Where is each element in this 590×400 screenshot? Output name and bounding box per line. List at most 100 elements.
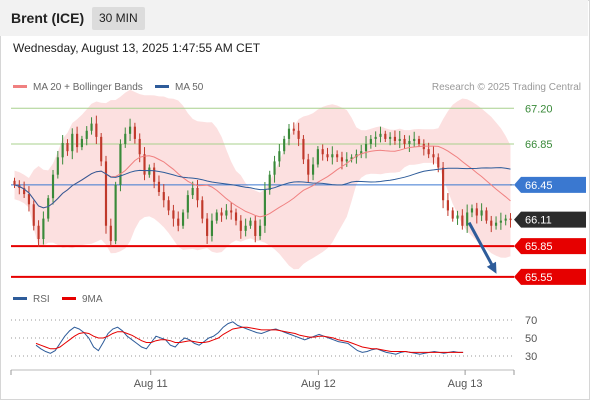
level-label-66-85: 66.85 — [525, 139, 553, 151]
level-tag-label-65-55: 65.55 — [525, 272, 553, 284]
candle-body-95 — [470, 208, 474, 213]
candle-body-3 — [27, 194, 31, 205]
candle-body-50 — [254, 220, 257, 236]
candle-body-55 — [278, 151, 281, 162]
level-tag-label-66-45: 66.45 — [525, 180, 553, 192]
candle-body-45 — [230, 210, 233, 213]
candle-body-91 — [451, 210, 454, 219]
candle-body-74 — [369, 138, 372, 145]
candle-body-43 — [220, 212, 223, 216]
candle-body-35 — [181, 212, 185, 226]
projection-arrow-head — [486, 261, 497, 274]
projection-arrow-shaft — [467, 221, 495, 269]
instrument-title: Brent (ICE) — [11, 10, 85, 26]
candle-body-2 — [23, 187, 26, 195]
candle-body-39 — [201, 200, 204, 219]
candle-body-9 — [56, 157, 59, 175]
level-tag-66-11 — [514, 211, 586, 228]
candle-body-15 — [85, 130, 88, 139]
level-tag-label-66-11: 66.11 — [525, 215, 552, 227]
candle-body-0 — [13, 180, 16, 185]
candle-body-16 — [90, 123, 93, 131]
candle-body-60 — [302, 138, 305, 160]
candle-body-5 — [37, 225, 40, 240]
candle-body-19 — [104, 161, 108, 226]
candle-body-64 — [321, 149, 324, 155]
candle-body-47 — [239, 220, 242, 231]
price-tags-layer: 67.20 66.85 66.45 66.11 65.85 65.55 — [514, 103, 586, 285]
candle-body-62 — [311, 164, 315, 175]
candle-body-69 — [345, 159, 348, 162]
credit-text: Research © 2025 Trading Central — [432, 82, 581, 93]
candle-body-99 — [490, 220, 493, 226]
candle-body-96 — [475, 208, 478, 216]
candle-body-103 — [509, 218, 512, 220]
timeframe-button[interactable]: 30 MIN — [92, 7, 145, 30]
candle-body-87 — [432, 154, 435, 158]
candle-body-41 — [210, 220, 214, 236]
candle-body-83 — [413, 138, 416, 141]
ma20-legend-label: MA 20 + Bollinger Bands — [33, 82, 143, 93]
candle-body-58 — [292, 128, 295, 131]
candle-body-98 — [485, 210, 488, 221]
ma9-legend-label: 9MA — [82, 294, 103, 305]
rsi-legend-label: RSI — [33, 294, 50, 305]
level-lines-layer — [11, 107, 514, 278]
candle-body-89 — [442, 167, 445, 201]
candle-body-32 — [167, 200, 170, 211]
candle-body-29 — [153, 167, 156, 182]
candle-body-31 — [162, 192, 165, 201]
candle-body-54 — [273, 161, 276, 175]
candle-body-53 — [268, 174, 271, 190]
candle-body-23 — [124, 133, 127, 145]
candle-body-78 — [389, 136, 392, 139]
rsi-panel: 70 50 30 — [11, 315, 537, 363]
ma50-line — [14, 167, 511, 209]
candle-body-51 — [259, 225, 262, 236]
candle-body-44 — [225, 210, 228, 216]
timestamp: Wednesday, August 13, 2025 1:47:55 AM CE… — [13, 41, 261, 55]
candle-body-20 — [109, 225, 112, 242]
candle-body-14 — [80, 138, 83, 148]
candle-body-92 — [456, 215, 459, 219]
candle-body-17 — [95, 123, 98, 137]
candle-body-10 — [61, 143, 64, 158]
candle-body-84 — [417, 138, 421, 145]
level-tag-65-55 — [514, 268, 586, 285]
rsi-tick-label-30: 30 — [525, 351, 537, 363]
candle-body-46 — [234, 212, 238, 221]
candle-body-21 — [114, 184, 117, 242]
x-tick-label-2: Aug 13 — [448, 378, 483, 390]
candle-body-102 — [504, 218, 507, 221]
candle-body-36 — [186, 195, 189, 213]
candle-body-12 — [71, 133, 74, 152]
ma50-legend-label: MA 50 — [175, 82, 204, 93]
candle-body-88 — [437, 157, 440, 168]
candle-body-27 — [143, 154, 146, 175]
candle-body-70 — [350, 157, 353, 160]
candle-body-97 — [480, 210, 483, 216]
candle-body-93 — [461, 215, 464, 226]
candle-body-82 — [408, 140, 411, 145]
candle-body-30 — [157, 181, 161, 193]
candle-body-63 — [316, 149, 319, 165]
candle-body-7 — [47, 198, 50, 219]
candle-body-11 — [66, 143, 69, 152]
candle-body-57 — [287, 128, 291, 139]
candle-body-80 — [398, 138, 401, 141]
candle-body-18 — [100, 136, 103, 162]
candle-body-81 — [403, 138, 406, 145]
candle-body-68 — [340, 157, 344, 162]
candle-body-67 — [336, 154, 339, 158]
x-axis-ticks: Aug 11 Aug 12 Aug 13 — [10, 370, 515, 390]
candle-body-52 — [263, 190, 266, 226]
candle-body-26 — [138, 138, 141, 155]
candle-body-66 — [331, 154, 334, 158]
rsi-9ma-line — [35, 326, 464, 353]
candle-body-90 — [446, 200, 449, 211]
candle-body-49 — [249, 220, 252, 226]
candle-body-100 — [494, 222, 498, 226]
candle-body-42 — [215, 212, 218, 221]
rsi-legend-swatch — [13, 297, 27, 300]
